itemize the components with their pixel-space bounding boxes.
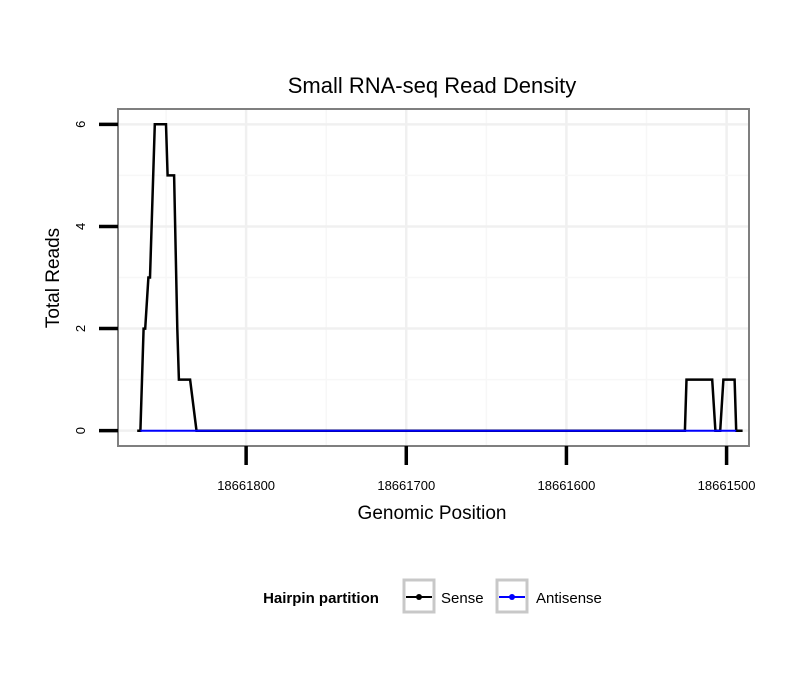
x-tick-label: 18661600 <box>538 478 596 493</box>
legend-title: Hairpin partition <box>263 590 379 607</box>
x-tick-label: 18661500 <box>698 478 756 493</box>
x-axis: 18661800 18661700 18661600 18661500 <box>217 446 756 493</box>
plot-border <box>117 108 750 447</box>
y-axis: 0 2 4 6 <box>73 121 118 434</box>
legend-label-antisense: Antisense <box>536 590 602 607</box>
y-tick-label: 6 <box>73 121 88 128</box>
legend: Hairpin partition Sense Antisense <box>263 578 602 614</box>
x-axis-title: Genomic Position <box>358 503 507 524</box>
legend-point-antisense <box>509 594 515 600</box>
x-tick-label: 18661700 <box>377 478 435 493</box>
x-tick-label: 18661800 <box>217 478 275 493</box>
series-layer <box>137 123 743 432</box>
y-tick-label: 2 <box>73 325 88 332</box>
y-tick-label: 4 <box>73 223 88 230</box>
y-axis-title: Total Reads <box>43 228 64 328</box>
chart-title: Small RNA-seq Read Density <box>288 73 577 98</box>
legend-point-sense <box>416 594 422 600</box>
y-tick-label: 0 <box>73 427 88 434</box>
legend-label-sense: Sense <box>441 590 484 607</box>
plot-area <box>117 108 750 447</box>
series-line-sense <box>137 123 743 432</box>
